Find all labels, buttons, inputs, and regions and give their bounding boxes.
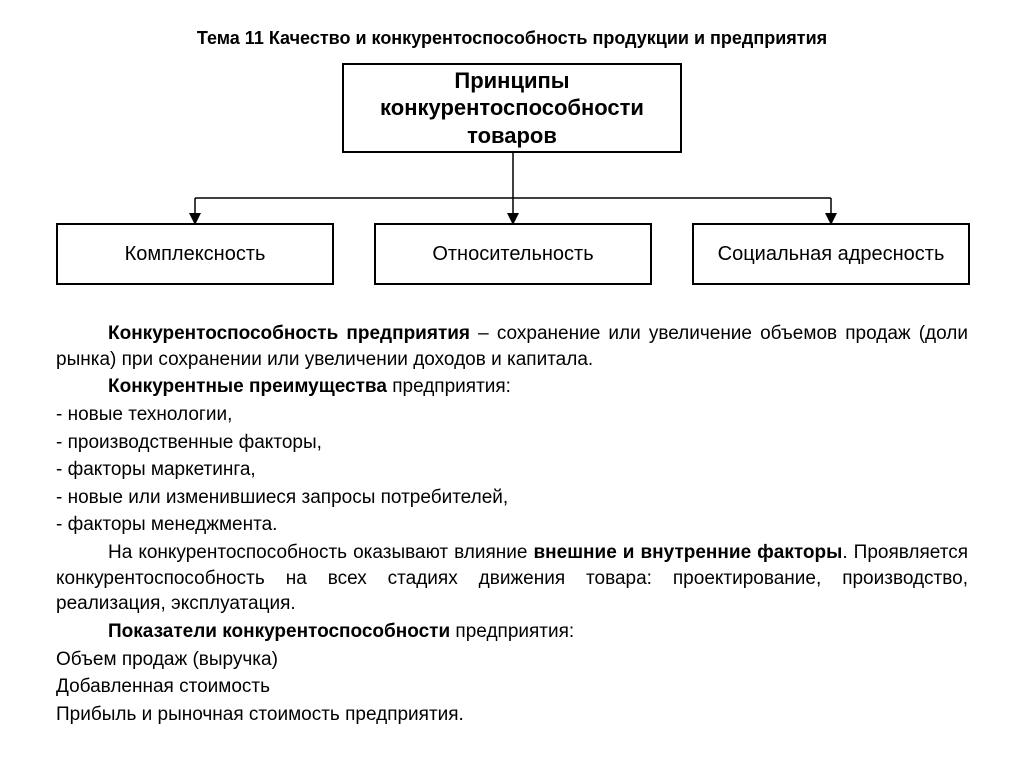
advantage-item: - новые или изменившиеся запросы потреби… [56,485,968,511]
text-span: На конкурентоспособность оказывают влиян… [108,542,533,563]
page-title: Тема 11 Качество и конкурентоспособность… [56,28,968,49]
term-competitiveness: Конкурентоспособность предприятия [108,323,470,344]
diagram-child-1: Комплексность [56,223,334,285]
term-factors: внешние и внутренние факторы [533,542,842,563]
advantage-item: - факторы маркетинга, [56,457,968,483]
principles-diagram: Принципы конкурентоспособности товаров К… [56,63,968,293]
diagram-child-2: Относительность [374,223,652,285]
diagram-child-3: Социальная адресность [692,223,970,285]
text-span: предприятия: [387,376,511,397]
para-factors: На конкурентоспособность оказывают влиян… [56,540,968,617]
page: Тема 11 Качество и конкурентоспособность… [0,0,1024,768]
para-indicators-head: Показатели конкурентоспособности предпри… [56,619,968,645]
para-advantages-head: Конкурентные преимущества предприятия: [56,374,968,400]
para-definition: Конкурентоспособность предприятия – сохр… [56,321,968,372]
indicator-item: Добавленная стоимость [56,674,968,700]
advantage-item: - новые технологии, [56,402,968,428]
advantage-item: - факторы менеджмента. [56,512,968,538]
indicator-item: Прибыль и рыночная стоимость предприятия… [56,702,968,728]
text-span: предприятия: [450,621,574,642]
body-text: Конкурентоспособность предприятия – сохр… [56,321,968,728]
advantage-item: - производственные факторы, [56,430,968,456]
term-advantages: Конкурентные преимущества [108,376,387,397]
term-indicators: Показатели конкурентоспособности [108,621,450,642]
indicator-item: Объем продаж (выручка) [56,647,968,673]
diagram-root-node: Принципы конкурентоспособности товаров [342,63,682,153]
